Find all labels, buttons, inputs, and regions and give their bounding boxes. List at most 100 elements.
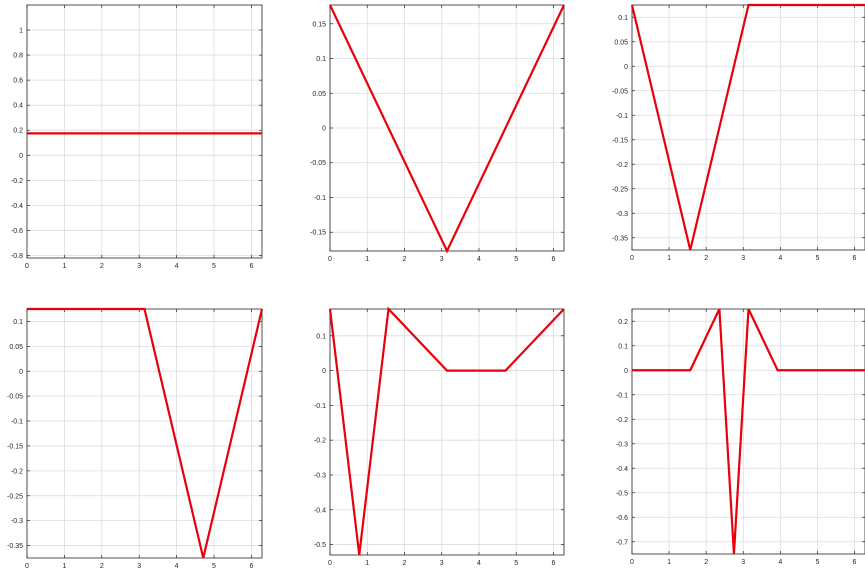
y-tick-label: 0.1 <box>316 333 326 340</box>
x-tick-label: 0 <box>328 256 332 263</box>
series-line <box>328 306 565 556</box>
x-tick-label: 2 <box>403 560 407 567</box>
series-line <box>632 308 865 555</box>
plot-area <box>632 5 865 250</box>
x-tick-label: 5 <box>815 559 819 566</box>
y-tick-label: -0.3 <box>616 211 628 218</box>
x-tick-label: 0 <box>25 563 29 570</box>
x-tick-label: 2 <box>704 255 708 262</box>
x-tick-label: 0 <box>25 263 29 270</box>
x-tick-label: 4 <box>477 256 481 263</box>
y-tick-label: -0.5 <box>314 542 326 549</box>
y-tick-label: -0.15 <box>7 443 23 450</box>
x-tick-label: 6 <box>853 559 857 566</box>
y-tick-label: -0.6 <box>616 515 628 522</box>
y-tick-label: -0.3 <box>11 518 23 525</box>
x-tick-label: 0 <box>328 560 332 567</box>
y-tick-label: -0.1 <box>314 403 326 410</box>
x-tick-label: 4 <box>175 263 179 270</box>
x-tick-label: 3 <box>440 256 444 263</box>
x-tick-label: 6 <box>551 256 555 263</box>
x-tick-label: 2 <box>100 563 104 570</box>
y-tick-label: 0 <box>322 368 326 375</box>
x-tick-label: 3 <box>440 560 444 567</box>
y-tick-label: 0 <box>322 126 326 133</box>
series-line <box>329 4 565 254</box>
y-tick-label: -0.1 <box>11 419 23 426</box>
y-tick-label: -0.35 <box>612 235 628 242</box>
y-tick-label: 0.2 <box>13 128 23 135</box>
series-line <box>27 307 264 559</box>
series-line <box>630 3 865 251</box>
y-tick-label: -0.1 <box>616 113 628 120</box>
x-tick-label: 0 <box>630 255 634 262</box>
y-tick-label: -0.2 <box>11 178 23 185</box>
y-tick-label: -0.6 <box>11 228 23 235</box>
subplot-4: 0 1 2 3 4 5 6 -0.35 -0.3 -0.25 -0.2 -0.15 -0.1 -0.05 0… <box>7 307 264 570</box>
plot-area <box>632 309 865 554</box>
plot-area <box>27 5 262 258</box>
y-tick-label: 0.2 <box>618 319 628 326</box>
x-tick-label: 3 <box>741 559 745 566</box>
y-tick-label: 0.05 <box>614 39 628 46</box>
x-tick-label: 6 <box>551 560 555 567</box>
y-tick-label: -0.1 <box>314 195 326 202</box>
y-tick-label: 0 <box>624 368 628 375</box>
y-tick-label: 0 <box>19 369 23 376</box>
axes-box <box>26 4 263 259</box>
x-tick-label: 1 <box>365 256 369 263</box>
subplot-1: 0 1 2 3 4 5 6 -0.8 -0.6 -0.4 -0.2 0 0.2 0.4 0.6 0.8 1 <box>11 4 263 270</box>
x-tick-label: 5 <box>815 255 819 262</box>
y-tick-label: 0.05 <box>9 344 23 351</box>
x-tick-label: 5 <box>212 263 216 270</box>
y-tick-label: 1 <box>19 28 23 35</box>
subplot-3: 0 1 2 3 4 5 6 -0.35 -0.3 -0.25 -0.2 -0.15 -0.1 -0.05 0… <box>612 3 865 262</box>
x-tick-label: 6 <box>249 563 253 570</box>
y-tick-label: 0.1 <box>316 56 326 63</box>
y-tick-label: 0 <box>624 64 628 71</box>
y-tick-label: 0.1 <box>13 319 23 326</box>
x-tick-label: 2 <box>100 263 104 270</box>
x-tick-label: 4 <box>175 563 179 570</box>
y-tick-label: -0.3 <box>314 472 326 479</box>
subplot-2: 0 1 2 3 4 5 6 -0.15 -0.1 -0.05 0 0.05 0.1 0.15 <box>310 4 565 263</box>
y-tick-label: -0.05 <box>310 160 326 167</box>
x-tick-label: 6 <box>853 255 857 262</box>
y-tick-label: 0.1 <box>618 15 628 22</box>
y-tick-label: 0.4 <box>13 103 23 110</box>
y-tick-label: -0.4 <box>11 203 23 210</box>
axes-box <box>329 308 565 556</box>
x-tick-label: 1 <box>667 255 671 262</box>
x-tick-label: 1 <box>62 563 66 570</box>
y-tick-label: -0.2 <box>314 438 326 445</box>
y-tick-label: -0.2 <box>11 468 23 475</box>
x-tick-label: 2 <box>403 256 407 263</box>
x-tick-label: 1 <box>62 263 66 270</box>
y-tick-label: 0.05 <box>312 91 326 98</box>
y-tick-label: 0.6 <box>13 78 23 85</box>
x-tick-label: 6 <box>249 263 253 270</box>
x-tick-label: 3 <box>741 255 745 262</box>
plot-area <box>27 309 262 558</box>
x-tick-label: 3 <box>137 263 141 270</box>
y-tick-label: 0.15 <box>312 21 326 28</box>
x-tick-label: 4 <box>778 559 782 566</box>
x-tick-label: 4 <box>477 560 481 567</box>
y-tick-label: -0.15 <box>612 137 628 144</box>
y-tick-label: 0 <box>19 153 23 160</box>
y-tick-label: -0.2 <box>616 162 628 169</box>
x-tick-label: 1 <box>667 559 671 566</box>
y-tick-label: -0.7 <box>616 539 628 546</box>
y-tick-label: 0.8 <box>13 53 23 60</box>
subplot-5: 0 1 2 3 4 5 6 -0.5 -0.4 -0.3 -0.2 -0.1 0 0.1 <box>314 306 565 567</box>
x-tick-label: 5 <box>514 560 518 567</box>
y-tick-label: -0.4 <box>314 507 326 514</box>
y-tick-label: -0.5 <box>616 490 628 497</box>
x-tick-label: 0 <box>630 559 634 566</box>
y-tick-label: -0.05 <box>7 394 23 401</box>
y-tick-label: -0.25 <box>7 493 23 500</box>
x-tick-label: 5 <box>212 563 216 570</box>
y-tick-label: -0.35 <box>7 543 23 550</box>
y-tick-label: -0.4 <box>616 466 628 473</box>
